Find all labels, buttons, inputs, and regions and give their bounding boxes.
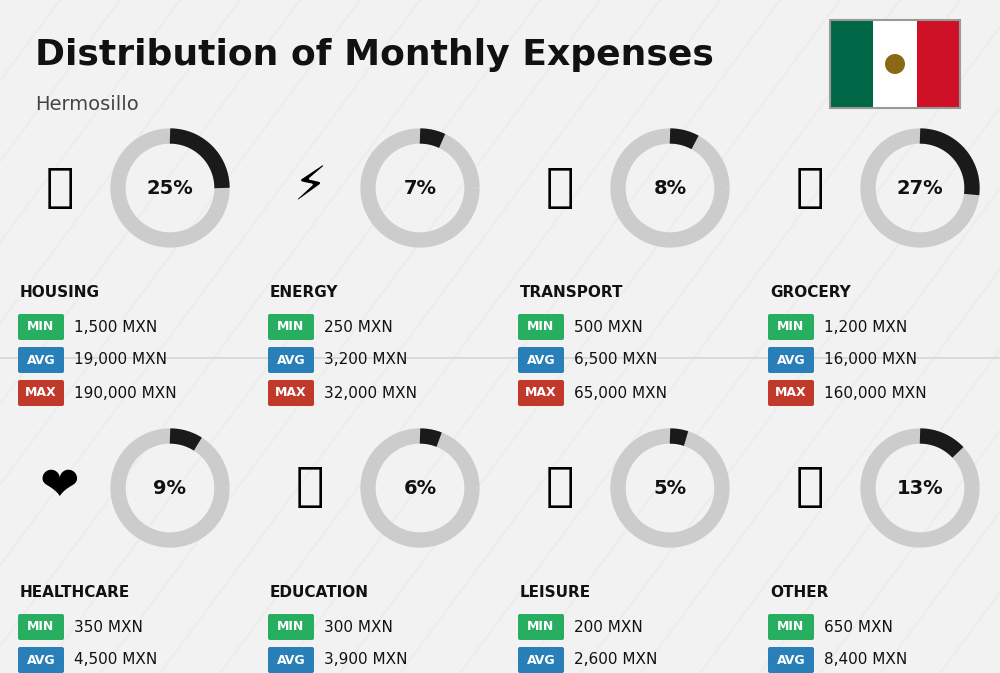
- Text: 650 MXN: 650 MXN: [824, 620, 893, 635]
- Text: MIN: MIN: [277, 320, 305, 334]
- FancyBboxPatch shape: [830, 20, 873, 108]
- Text: 190,000 MXN: 190,000 MXN: [74, 386, 177, 400]
- FancyBboxPatch shape: [518, 380, 564, 406]
- FancyBboxPatch shape: [518, 347, 564, 373]
- Text: 32,000 MXN: 32,000 MXN: [324, 386, 417, 400]
- Text: ⚡: ⚡: [293, 166, 327, 211]
- Text: MAX: MAX: [775, 386, 807, 400]
- FancyBboxPatch shape: [518, 314, 564, 340]
- Text: Hermosillo: Hermosillo: [35, 95, 139, 114]
- Text: GROCERY: GROCERY: [770, 285, 851, 300]
- FancyBboxPatch shape: [873, 20, 917, 108]
- FancyBboxPatch shape: [518, 614, 564, 640]
- FancyBboxPatch shape: [268, 314, 314, 340]
- FancyBboxPatch shape: [768, 380, 814, 406]
- Text: 6,500 MXN: 6,500 MXN: [574, 353, 657, 367]
- Text: MAX: MAX: [25, 386, 57, 400]
- FancyBboxPatch shape: [18, 347, 64, 373]
- FancyBboxPatch shape: [768, 347, 814, 373]
- Text: 5%: 5%: [653, 479, 687, 497]
- Text: 🏢: 🏢: [46, 166, 74, 211]
- Text: HEALTHCARE: HEALTHCARE: [20, 585, 130, 600]
- Text: 65,000 MXN: 65,000 MXN: [574, 386, 667, 400]
- Text: MIN: MIN: [527, 320, 555, 334]
- Text: 🛒: 🛒: [796, 166, 824, 211]
- Text: MIN: MIN: [27, 320, 55, 334]
- Text: AVG: AVG: [27, 653, 55, 666]
- Circle shape: [885, 54, 905, 74]
- Text: 25%: 25%: [147, 178, 193, 197]
- Text: 4,500 MXN: 4,500 MXN: [74, 653, 157, 668]
- FancyBboxPatch shape: [268, 647, 314, 673]
- Text: 🎓: 🎓: [296, 466, 324, 511]
- Text: 💛: 💛: [796, 466, 824, 511]
- Text: 350 MXN: 350 MXN: [74, 620, 143, 635]
- Text: 1,500 MXN: 1,500 MXN: [74, 320, 157, 334]
- FancyBboxPatch shape: [768, 614, 814, 640]
- Text: 2,600 MXN: 2,600 MXN: [574, 653, 657, 668]
- Text: 19,000 MXN: 19,000 MXN: [74, 353, 167, 367]
- Text: ENERGY: ENERGY: [270, 285, 338, 300]
- Text: 8,400 MXN: 8,400 MXN: [824, 653, 907, 668]
- Text: AVG: AVG: [777, 653, 805, 666]
- Text: 9%: 9%: [154, 479, 186, 497]
- Text: Distribution of Monthly Expenses: Distribution of Monthly Expenses: [35, 38, 714, 72]
- FancyBboxPatch shape: [268, 614, 314, 640]
- FancyBboxPatch shape: [18, 314, 64, 340]
- FancyBboxPatch shape: [917, 20, 960, 108]
- Text: OTHER: OTHER: [770, 585, 828, 600]
- FancyBboxPatch shape: [18, 614, 64, 640]
- Text: EDUCATION: EDUCATION: [270, 585, 369, 600]
- Text: AVG: AVG: [527, 653, 555, 666]
- Text: AVG: AVG: [277, 353, 305, 367]
- Text: 🚌: 🚌: [546, 166, 574, 211]
- Text: 3,200 MXN: 3,200 MXN: [324, 353, 407, 367]
- Text: AVG: AVG: [27, 353, 55, 367]
- Text: MIN: MIN: [527, 621, 555, 633]
- FancyBboxPatch shape: [18, 380, 64, 406]
- FancyBboxPatch shape: [768, 647, 814, 673]
- FancyBboxPatch shape: [268, 347, 314, 373]
- Text: 16,000 MXN: 16,000 MXN: [824, 353, 917, 367]
- Text: MIN: MIN: [777, 320, 805, 334]
- Text: 200 MXN: 200 MXN: [574, 620, 643, 635]
- FancyBboxPatch shape: [518, 647, 564, 673]
- Text: MAX: MAX: [525, 386, 557, 400]
- Text: 500 MXN: 500 MXN: [574, 320, 643, 334]
- Text: 6%: 6%: [403, 479, 437, 497]
- Text: ❤️: ❤️: [40, 466, 80, 511]
- Text: 13%: 13%: [897, 479, 943, 497]
- Text: MIN: MIN: [27, 621, 55, 633]
- Text: HOUSING: HOUSING: [20, 285, 100, 300]
- Text: 27%: 27%: [897, 178, 943, 197]
- Text: 300 MXN: 300 MXN: [324, 620, 393, 635]
- Text: 160,000 MXN: 160,000 MXN: [824, 386, 927, 400]
- Text: LEISURE: LEISURE: [520, 585, 591, 600]
- FancyBboxPatch shape: [268, 380, 314, 406]
- Text: 250 MXN: 250 MXN: [324, 320, 393, 334]
- Text: TRANSPORT: TRANSPORT: [520, 285, 624, 300]
- FancyBboxPatch shape: [768, 314, 814, 340]
- Text: AVG: AVG: [777, 353, 805, 367]
- Text: 🛍️: 🛍️: [546, 466, 574, 511]
- Text: 1,200 MXN: 1,200 MXN: [824, 320, 907, 334]
- Text: AVG: AVG: [277, 653, 305, 666]
- FancyBboxPatch shape: [18, 647, 64, 673]
- Text: 3,900 MXN: 3,900 MXN: [324, 653, 408, 668]
- Text: MIN: MIN: [777, 621, 805, 633]
- Text: 8%: 8%: [653, 178, 687, 197]
- Text: MAX: MAX: [275, 386, 307, 400]
- Text: AVG: AVG: [527, 353, 555, 367]
- Text: 7%: 7%: [404, 178, 436, 197]
- Text: MIN: MIN: [277, 621, 305, 633]
